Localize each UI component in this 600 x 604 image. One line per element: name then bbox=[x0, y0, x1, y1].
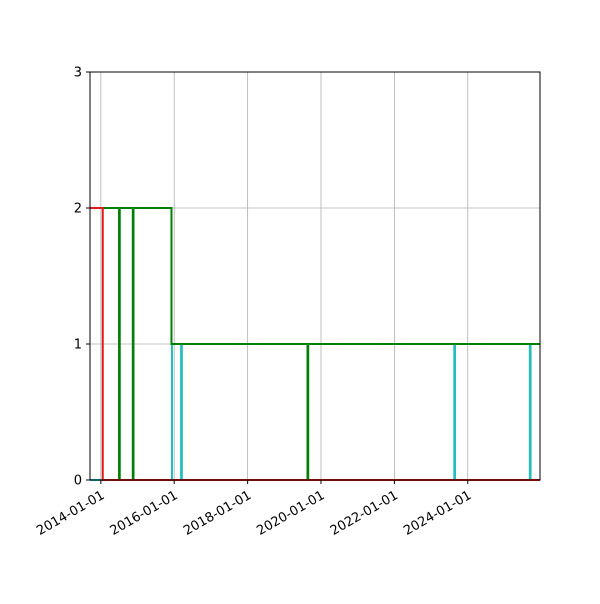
y-tick-label: 1 bbox=[74, 338, 82, 353]
y-axis: 0 1 2 3 bbox=[74, 66, 90, 489]
y-tick-label: 0 bbox=[74, 474, 82, 489]
plot-frame bbox=[89, 71, 541, 481]
y-tick-label: 3 bbox=[74, 66, 82, 81]
grid-lines bbox=[90, 71, 540, 481]
x-axis: 2014-01-01 2016-01-01 2018-01-01 2020-01-01… bbox=[34, 480, 474, 539]
y-tick-label: 2 bbox=[74, 202, 82, 217]
x-tick-label: 2018-01-01 bbox=[181, 488, 254, 539]
series-line-0 bbox=[90, 343, 540, 481]
x-tick-label: 2022-01-01 bbox=[328, 488, 401, 539]
x-tick-label: 2014-01-01 bbox=[34, 488, 107, 539]
x-tick-label: 2016-01-01 bbox=[108, 488, 181, 539]
x-tick-label: 2024-01-01 bbox=[401, 488, 474, 539]
x-tick-label: 2020-01-01 bbox=[254, 488, 327, 539]
